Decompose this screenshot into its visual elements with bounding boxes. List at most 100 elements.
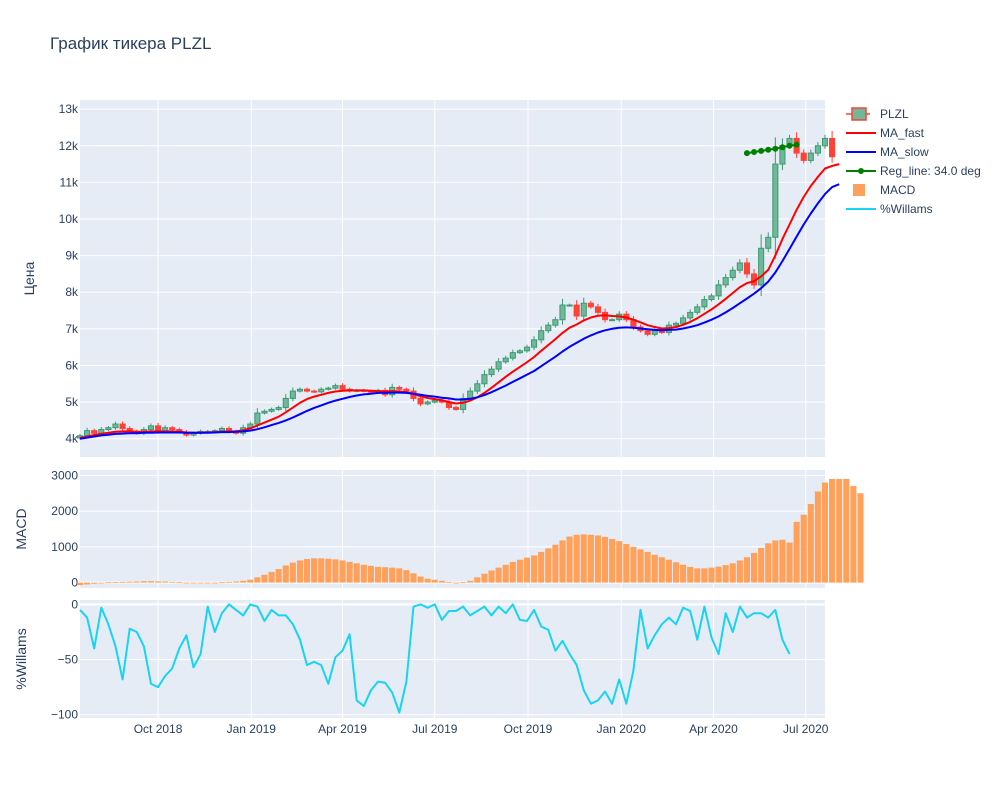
price-y-tick-label: 5k [65,395,79,409]
candle-body [594,306,602,313]
candle-body [545,324,552,332]
macd-bar [644,551,651,583]
macd-bar [396,568,403,583]
macd-bar [814,491,821,583]
x-tick-label: Apr 2019 [318,722,367,736]
candle-body [736,262,743,271]
macd-bar [154,581,162,583]
price-y-tick-label: 10k [59,212,79,226]
macd-bar [339,560,346,583]
candle-body [672,322,680,326]
macd-bar [445,581,453,583]
macd-bar [332,559,339,583]
candle-body [800,152,807,161]
x-tick-label: Jan 2020 [597,722,647,736]
macd-bar [623,544,630,583]
candle-body [91,430,98,434]
candle-body [531,339,538,348]
candle-body [538,330,545,341]
macd-bar [630,546,637,583]
macd-bar [651,554,658,583]
candle-body [488,368,495,376]
macd-bar [417,576,424,583]
macd-bar [431,579,438,583]
macd-bar [545,548,552,583]
macd-bar [829,478,836,583]
candle-body [282,397,289,409]
price-y-axis-title: Цена [21,261,37,295]
macd-bar [112,582,119,583]
candle-body [694,306,701,313]
macd-bar [552,544,559,583]
legend-item-reg: Reg_line: 34.0 deg [846,164,981,178]
chart-title: График тикера PLZL [50,34,212,53]
legend-item-willams: %Willams [846,202,933,216]
candle-body [552,319,559,326]
candle-body [119,423,126,429]
willams-y-axis-title: %Willams [13,628,29,689]
x-tick-label: Jan 2019 [227,722,277,736]
candle-body [772,163,779,238]
square-icon [853,184,865,196]
candle-body [743,262,751,275]
x-tick-label: Oct 2019 [504,722,553,736]
macd-bar [190,582,197,584]
macd-y-axis-title: MACD [13,508,29,549]
macd-bar [665,559,672,583]
macd-bar [91,582,98,584]
macd-bar [502,564,509,583]
legend-item-candles: PLZL [846,107,909,121]
macd-bar [708,567,715,583]
macd-bar [594,535,602,583]
macd-bar [800,514,807,583]
macd-bar [303,559,311,583]
candle-body [84,430,91,437]
macd-bar [715,566,722,583]
macd-bar [211,582,218,584]
reg-line-point [765,146,772,153]
candle-body [105,427,112,431]
candle-body [289,390,296,399]
macd-bar [126,581,133,583]
x-tick-label: Jul 2019 [412,722,458,736]
macd-bar [389,567,396,583]
macd-bar [474,577,481,583]
candle-body [502,357,509,363]
macd-y-tick-label: 3000 [51,468,78,482]
macd-bar [247,579,254,583]
legend-item-macd: MACD [853,183,916,197]
willams-y-tick-label: −50 [58,653,79,667]
macd-bar [403,570,410,583]
macd-bar [573,534,580,583]
candle-body [516,350,523,354]
candle-body [644,330,651,335]
macd-bar [98,582,105,584]
macd-bar [736,560,743,583]
macd-bar [133,581,140,583]
macd-bar [183,582,190,584]
candle-body [481,374,488,385]
macd-series [76,478,864,586]
candle-body [318,388,325,393]
macd-bar [821,482,829,583]
candle-body [722,277,729,286]
reg-line-point [772,145,779,152]
macd-bar [694,568,701,583]
macd-bar [452,582,460,584]
price-y-tick-label: 8k [65,285,79,299]
macd-bar [176,582,183,584]
macd-bar [758,547,765,583]
candle-body [169,427,176,431]
macd-bar [119,581,126,583]
reg-line-point [786,142,793,149]
macd-bar [318,558,325,583]
reg-line-point [743,150,750,157]
candle-body [339,385,346,390]
macd-bar [169,581,176,583]
legend-label: PLZL [880,107,909,121]
macd-bar [850,486,857,583]
macd-bar [204,582,211,584]
macd-bar [311,558,318,583]
macd-bar [601,536,609,583]
